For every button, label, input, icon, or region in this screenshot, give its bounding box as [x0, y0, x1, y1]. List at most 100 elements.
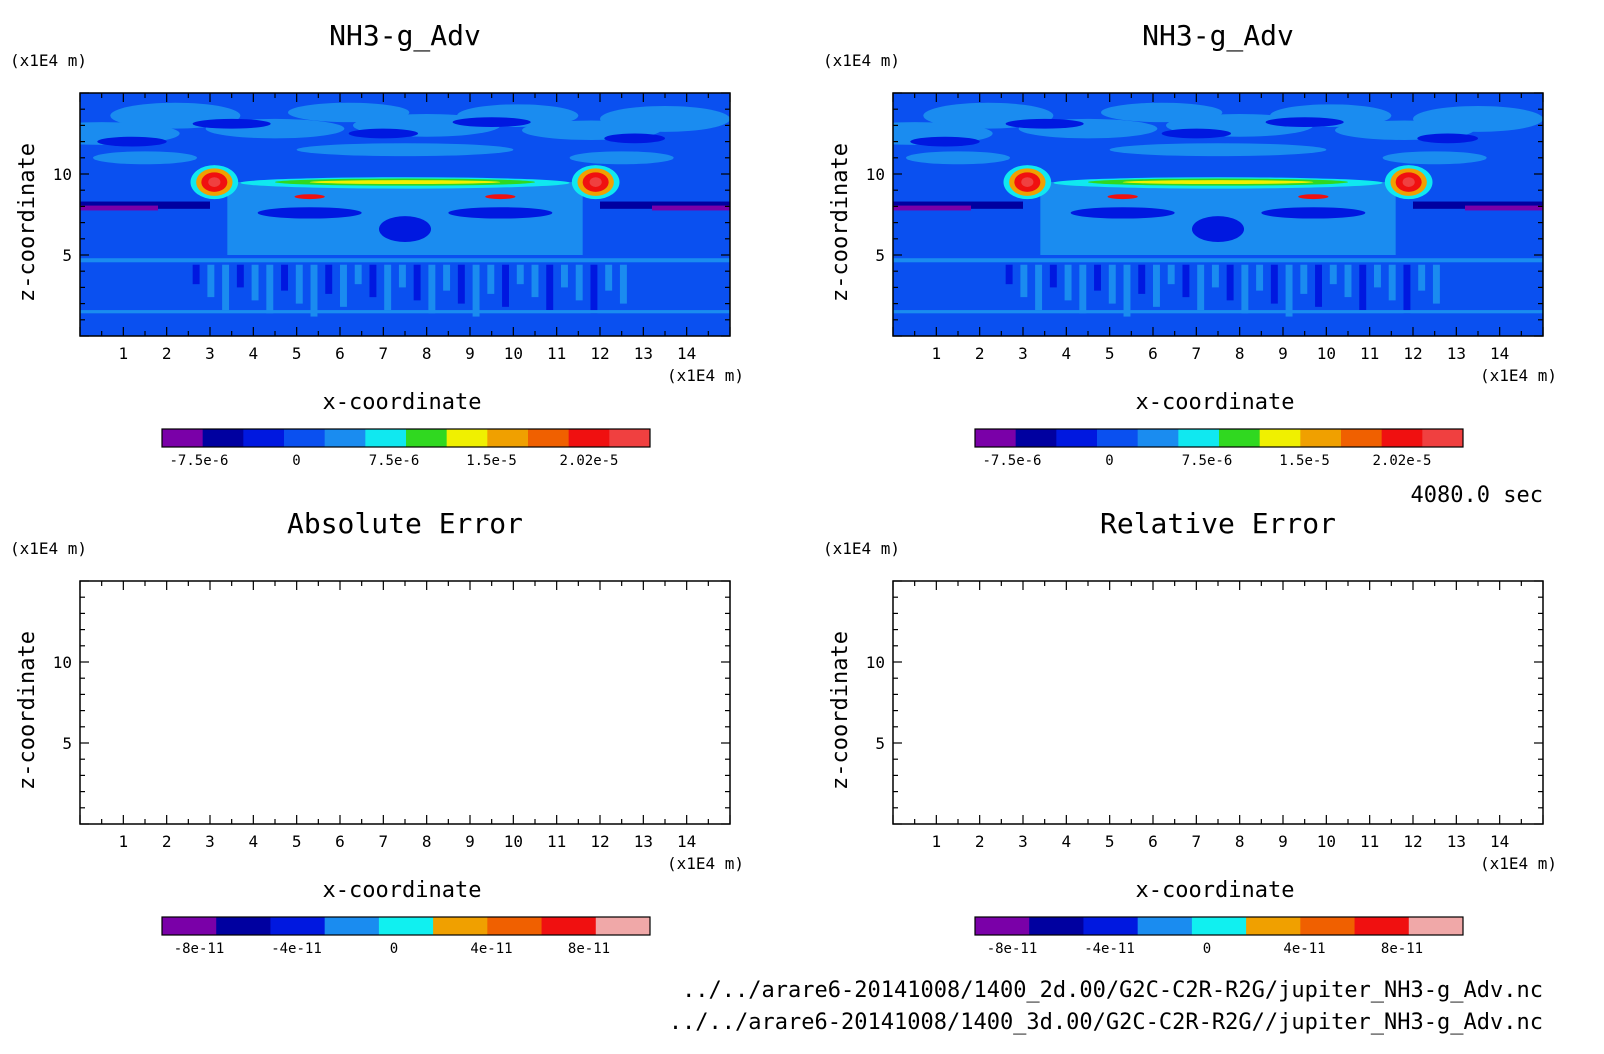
x-tick-label: 12 — [1403, 832, 1422, 851]
colorbar-swatch — [1137, 917, 1193, 935]
x-tick-label: 3 — [205, 832, 215, 851]
x-axis-label: x-coordinate — [323, 390, 482, 415]
colorbar-frame — [974, 916, 1464, 936]
colorbar-swatch — [487, 917, 543, 935]
colorbar-swatch — [975, 917, 1030, 935]
x-tick-label: 10 — [1317, 832, 1336, 851]
colorbar-label: 8e-11 — [568, 941, 610, 957]
x-tick-label: 3 — [205, 344, 215, 363]
y-tick-label: 10 — [53, 653, 72, 672]
x-tick-label: 7 — [379, 344, 389, 363]
colorbar-frame — [161, 428, 651, 448]
x-tick-label: 5 — [1105, 832, 1115, 851]
colorbar-label: 0 — [1203, 941, 1211, 957]
x-axis-label: x-coordinate — [1136, 878, 1295, 903]
x-tick-label: 14 — [677, 344, 696, 363]
colorbar-label: -8e-11 — [987, 941, 1038, 957]
y-tick-label: 10 — [866, 165, 885, 184]
colorbar-swatch — [202, 429, 244, 447]
panel-p4: Relative Error(x1E4 m)1 2 3 4 5 6 7 8 9 10 11 12 13 1… — [823, 507, 1557, 957]
panel-p2: NH3-g_Adv(x1E4 m)1 2 3 4 5 6 7 8 9 10 11 12 13 14510(… — [823, 19, 1557, 469]
x-tick-label: 5 — [292, 832, 302, 851]
x-tick-label: 8 — [1235, 344, 1245, 363]
colorbar: -7.5e-6 0 7.5e-6 1.5e-5 2.02e-5 — [974, 428, 1464, 469]
colorbar-swatch — [1341, 429, 1383, 447]
x-tick-label: 13 — [634, 344, 653, 363]
x-tick-label: 14 — [1490, 344, 1509, 363]
x-tick-label: 9 — [1278, 344, 1288, 363]
y-tick-label: 5 — [62, 246, 72, 265]
colorbar-frame — [161, 916, 651, 936]
panel-title: Relative Error — [1100, 507, 1336, 540]
colorbar-swatch — [284, 429, 326, 447]
colorbar-swatch — [162, 429, 204, 447]
x-tick-label: 8 — [422, 344, 432, 363]
colorbar-label: -4e-11 — [1084, 941, 1135, 957]
colorbar-label: 4e-11 — [470, 941, 512, 957]
y-tick-label: 5 — [62, 734, 72, 753]
x-tick-label: 10 — [1317, 344, 1336, 363]
colorbar-label: -4e-11 — [271, 941, 322, 957]
colorbar-swatch — [528, 429, 570, 447]
source-file-3d: ../../arare6-20141008/1400_3d.00/G2C-C2R… — [669, 1010, 1543, 1035]
x-unit-label: (x1E4 m) — [667, 366, 744, 385]
x-tick-label: 9 — [1278, 832, 1288, 851]
x-tick-label: 6 — [335, 832, 345, 851]
colorbar-swatch — [446, 429, 488, 447]
x-unit-label: (x1E4 m) — [1480, 366, 1557, 385]
colorbar-swatch — [365, 429, 407, 447]
colorbar-label: -7.5e-6 — [169, 453, 228, 469]
colorbar-swatch — [1300, 429, 1342, 447]
x-tick-label: 11 — [1360, 832, 1379, 851]
y-unit-label: (x1E4 m) — [10, 539, 87, 558]
x-tick-label: 5 — [1105, 344, 1115, 363]
panel-title: NH3-g_Adv — [329, 19, 481, 53]
x-tick-label: 6 — [1148, 344, 1158, 363]
x-tick-label: 1 — [119, 344, 129, 363]
x-tick-label: 8 — [1235, 832, 1245, 851]
x-tick-label: 1 — [119, 832, 129, 851]
panel-title: Absolute Error — [287, 507, 523, 540]
colorbar-swatch — [1408, 917, 1464, 935]
colorbar-swatch — [1015, 429, 1057, 447]
empty-plot-area — [893, 581, 1543, 824]
field-contours — [893, 93, 1543, 336]
x-tick-label: 14 — [1490, 832, 1509, 851]
panel-p1: NH3-g_Adv(x1E4 m)1 2 3 4 5 6 7 8 9 10 11 12 13 14510(… — [10, 19, 744, 469]
colorbar-swatch — [1097, 429, 1139, 447]
x-tick-label: 5 — [292, 344, 302, 363]
x-tick-label: 11 — [547, 832, 566, 851]
x-tick-label: 1 — [932, 832, 942, 851]
y-axis-label: z-coordinate — [828, 143, 853, 302]
x-tick-label: 13 — [1447, 832, 1466, 851]
y-tick-label: 10 — [866, 653, 885, 672]
colorbar-label: 7.5e-6 — [369, 453, 420, 469]
colorbar-swatch — [1422, 429, 1464, 447]
colorbar-swatch — [406, 429, 448, 447]
colorbar: -8e-11 -4e-11 0 4e-11 8e-11 — [161, 916, 651, 957]
colorbar: -7.5e-6 0 7.5e-6 1.5e-5 2.02e-5 — [161, 428, 651, 469]
panel-title: NH3-g_Adv — [1142, 19, 1294, 53]
panel-p3: Absolute Error(x1E4 m)1 2 3 4 5 6 7 8 9 10 11 12 13 1… — [10, 507, 744, 957]
x-tick-label: 4 — [249, 832, 259, 851]
colorbar-swatch — [568, 429, 610, 447]
colorbar-swatch — [1137, 429, 1179, 447]
x-tick-label: 11 — [547, 344, 566, 363]
colorbar-swatch — [609, 429, 651, 447]
colorbar-swatch — [378, 917, 434, 935]
y-unit-label: (x1E4 m) — [10, 51, 87, 70]
colorbar-label: 0 — [292, 453, 300, 469]
colorbar-label: 8e-11 — [1381, 941, 1423, 957]
colorbar-swatch — [1191, 917, 1247, 935]
x-tick-label: 10 — [504, 344, 523, 363]
y-axis-label: z-coordinate — [828, 631, 853, 790]
colorbar-label: 0 — [1105, 453, 1113, 469]
colorbar-swatch — [1259, 429, 1301, 447]
x-tick-label: 9 — [465, 344, 475, 363]
field-contours — [80, 93, 730, 336]
x-unit-label: (x1E4 m) — [667, 854, 744, 873]
x-tick-label: 12 — [1403, 344, 1422, 363]
colorbar-label: 4e-11 — [1283, 941, 1325, 957]
y-tick-label: 5 — [875, 246, 885, 265]
